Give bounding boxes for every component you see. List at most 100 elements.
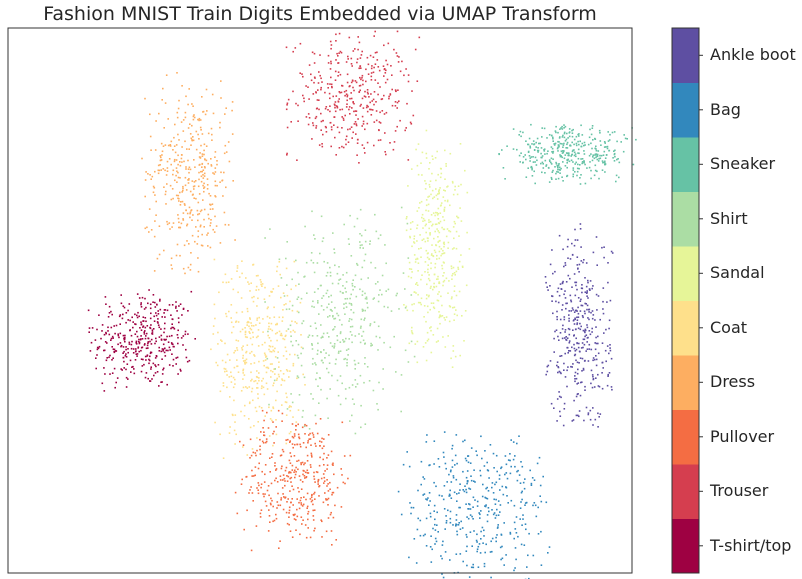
data-point <box>364 363 366 365</box>
data-point <box>169 228 171 230</box>
data-point <box>318 71 320 73</box>
data-point <box>255 375 258 378</box>
data-point <box>486 497 489 500</box>
data-point <box>209 203 211 206</box>
data-point <box>558 163 560 165</box>
data-point <box>413 242 416 244</box>
data-point <box>344 287 346 290</box>
data-point <box>198 178 200 181</box>
data-point <box>204 113 207 116</box>
data-point <box>467 517 470 520</box>
data-point <box>339 375 342 377</box>
data-point <box>374 30 376 33</box>
data-point <box>408 556 410 559</box>
data-point <box>191 139 193 141</box>
data-point <box>335 539 337 541</box>
data-point <box>219 390 222 393</box>
data-point <box>403 74 405 77</box>
data-point <box>187 159 189 162</box>
data-point <box>339 403 342 406</box>
data-point <box>423 305 426 307</box>
data-point <box>244 359 247 362</box>
data-point <box>434 214 436 217</box>
data-point <box>576 256 579 258</box>
data-point <box>548 167 550 169</box>
data-point <box>367 73 370 75</box>
data-point <box>320 77 322 80</box>
data-point <box>567 366 569 368</box>
data-point <box>420 247 422 249</box>
data-point <box>312 434 315 436</box>
data-point <box>566 141 569 144</box>
data-point <box>331 345 334 348</box>
data-point <box>563 337 566 339</box>
data-point <box>317 302 319 304</box>
data-point <box>226 386 228 389</box>
data-point <box>451 466 454 468</box>
data-point <box>214 184 217 187</box>
data-point <box>445 163 447 165</box>
data-point <box>363 319 365 321</box>
data-point <box>452 226 455 228</box>
data-point <box>393 48 395 51</box>
data-point <box>563 127 565 129</box>
data-point <box>586 304 589 307</box>
data-point <box>455 523 458 526</box>
data-point <box>345 337 347 340</box>
data-point <box>269 228 271 230</box>
data-point <box>274 479 276 482</box>
data-point <box>563 150 565 152</box>
data-point <box>574 228 576 231</box>
data-point <box>561 128 564 130</box>
data-point <box>417 301 420 304</box>
data-point <box>483 465 486 467</box>
data-point <box>572 128 574 131</box>
data-point <box>362 247 364 249</box>
data-point <box>338 147 341 149</box>
data-point <box>322 309 325 311</box>
data-point <box>559 332 562 334</box>
data-point <box>278 375 280 378</box>
data-point <box>190 252 192 254</box>
data-point <box>234 239 236 241</box>
data-point <box>132 326 134 329</box>
data-point <box>597 295 600 297</box>
data-point <box>558 234 561 237</box>
data-point <box>157 164 160 167</box>
data-point <box>199 225 202 228</box>
data-point <box>290 481 292 483</box>
data-point <box>361 50 363 53</box>
data-point <box>212 112 215 115</box>
data-point <box>197 219 199 222</box>
data-point <box>449 152 452 155</box>
data-point <box>429 500 431 502</box>
data-point <box>430 267 432 270</box>
data-point <box>572 363 574 365</box>
data-point <box>234 350 236 352</box>
data-point <box>510 439 512 441</box>
data-point <box>160 169 162 171</box>
data-point <box>336 52 338 55</box>
data-point <box>562 151 565 154</box>
data-point <box>527 554 529 557</box>
data-point <box>521 490 523 493</box>
data-point <box>339 350 342 352</box>
data-point <box>581 342 584 344</box>
data-point <box>148 362 150 365</box>
data-point <box>563 124 565 126</box>
data-point <box>580 381 582 384</box>
data-point <box>338 32 341 35</box>
data-point <box>593 157 596 160</box>
data-point <box>275 513 277 516</box>
data-point <box>442 451 445 454</box>
data-point <box>201 170 203 173</box>
data-point <box>426 294 428 296</box>
data-point <box>193 185 196 187</box>
data-point <box>266 366 269 369</box>
data-point <box>362 79 364 82</box>
data-point <box>256 370 258 372</box>
data-point <box>184 116 187 119</box>
data-point <box>573 343 575 346</box>
data-point <box>432 158 434 160</box>
data-point <box>185 348 187 351</box>
